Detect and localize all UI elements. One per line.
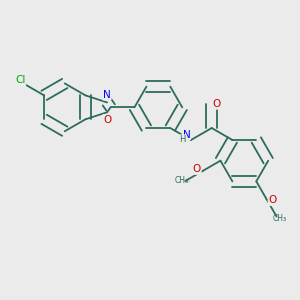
Text: O: O bbox=[193, 164, 201, 174]
Text: methoxy: methoxy bbox=[185, 181, 191, 182]
Text: N: N bbox=[183, 130, 190, 140]
Text: CH₃: CH₃ bbox=[175, 176, 189, 184]
Text: H: H bbox=[180, 135, 186, 144]
Text: O: O bbox=[103, 115, 111, 124]
Text: CH₃: CH₃ bbox=[272, 214, 286, 223]
Text: N: N bbox=[103, 90, 111, 100]
Text: Cl: Cl bbox=[15, 76, 26, 85]
Text: O: O bbox=[268, 195, 277, 206]
Text: O: O bbox=[212, 99, 220, 109]
